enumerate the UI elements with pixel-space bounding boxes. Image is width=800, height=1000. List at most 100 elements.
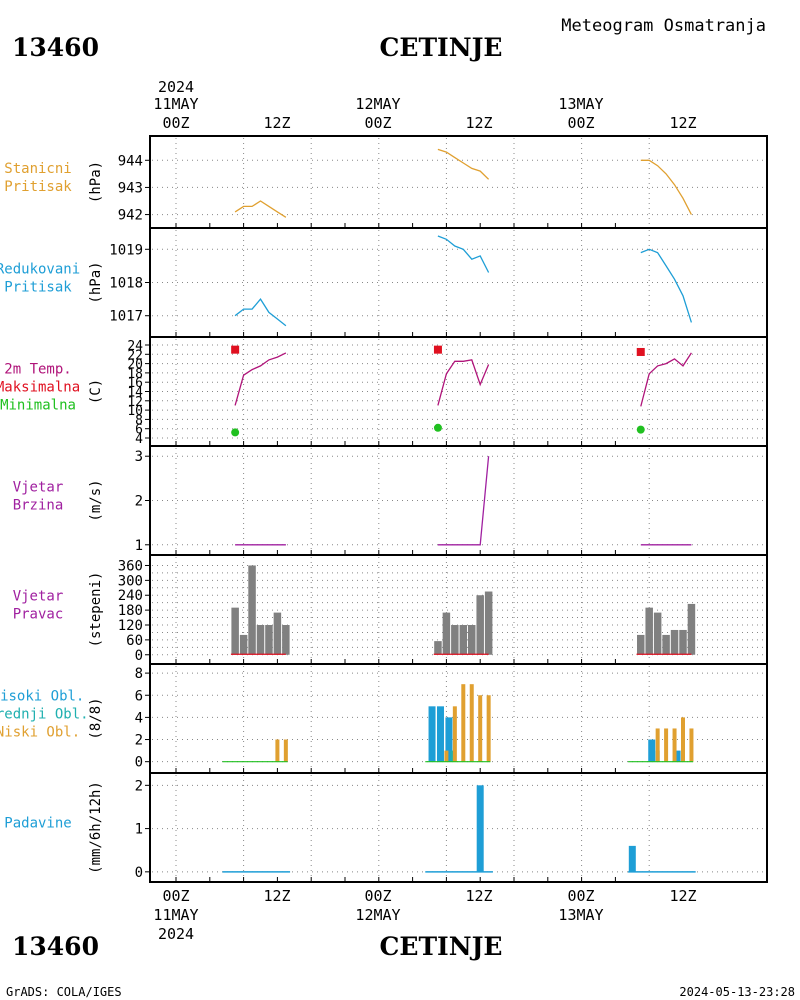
timestamp-label: 2024-05-13-23:28: [679, 985, 795, 999]
station-id-top: 13460: [12, 33, 99, 62]
y-axis-unit-label: (C): [88, 379, 104, 404]
series-line: [437, 235, 490, 273]
panel-label-line: Stanicni: [4, 161, 71, 177]
cloud-bar: [681, 717, 685, 762]
station-id-bottom: 13460: [12, 932, 99, 961]
y-tick-label: 942: [118, 208, 143, 224]
y-tick-label: 4: [135, 710, 143, 726]
wind-direction-bar: [645, 607, 653, 655]
wind-direction-bar: [248, 565, 256, 655]
cloud-bar: [478, 695, 483, 762]
bottom-day-label-3: 13MAY: [558, 906, 603, 924]
y-tick-label: 3: [135, 449, 143, 465]
cloud-bar: [648, 739, 656, 762]
cloud-bar: [673, 750, 681, 762]
wind-direction-bar: [484, 591, 493, 655]
top-hour-label-4: 12Z: [465, 114, 492, 132]
wind-direction-bar: [231, 607, 239, 655]
panel-precip: 0 1 2 (mm/6h/12h) Padavine: [4, 772, 768, 883]
y-tick-label: 300: [118, 573, 143, 589]
panel-label-line: Vjetar: [13, 480, 64, 496]
cloud-bar: [469, 684, 474, 762]
wind-direction-bar: [282, 625, 290, 655]
tmax-marker: [231, 345, 240, 354]
y-tick-label: 360: [118, 558, 143, 574]
y-tick-label: 18: [127, 367, 143, 382]
cloud-bar: [486, 695, 491, 762]
wind-direction-bar: [273, 612, 282, 655]
wind-direction-bar: [468, 625, 476, 655]
station-name-bottom: CETINJE: [380, 932, 503, 961]
panel-label-line: Redukovani: [0, 262, 80, 278]
panel-label-line: Minimalna: [0, 398, 76, 414]
cloud-bar: [450, 750, 455, 762]
y-tick-label: 2: [135, 733, 143, 749]
tmin-marker: [433, 423, 442, 432]
wind-direction-bar: [637, 634, 645, 655]
y-tick-label: 1: [135, 822, 143, 838]
bottom-year-label: 2024: [158, 925, 194, 943]
y-tick-label: 180: [118, 603, 143, 619]
series-line: [437, 148, 490, 180]
series-line: [640, 248, 693, 323]
credit-label: GrADS: COLA/IGES: [6, 985, 122, 999]
precip-bar: [628, 845, 636, 872]
cloud-bar: [452, 706, 457, 762]
bottom-hour-label-1: 00Z: [162, 887, 189, 905]
cloud-bar: [664, 728, 669, 762]
cloud-bar: [461, 684, 466, 762]
panel-frame: [149, 772, 768, 883]
y-tick-label: 6: [135, 423, 143, 438]
panel-label-line: Maksimalna: [0, 380, 80, 396]
y-tick-label: 24: [127, 339, 143, 354]
wind-direction-bar: [451, 625, 459, 655]
tmax-marker: [433, 345, 442, 354]
panel-label-line: Padavine: [4, 816, 71, 832]
cloud-bar: [655, 728, 660, 762]
top-day-label-3: 13MAY: [558, 95, 603, 113]
bottom-hour-label-3: 00Z: [364, 887, 391, 905]
y-tick-label: 0: [135, 865, 143, 881]
y-axis-unit-label: (m/s): [88, 479, 104, 521]
cloud-bar: [428, 706, 436, 762]
y-tick-label: 20: [127, 358, 143, 373]
wind-direction-bar: [662, 634, 670, 655]
bottom-day-label-1: 11MAY: [153, 906, 198, 924]
y-axis-unit-label: (hPa): [88, 261, 104, 303]
panel-reduced-pressure: 1017 1018 1019 (hPa) Redukovani Pritisak: [0, 227, 768, 338]
series-line: [437, 456, 490, 546]
wind-direction-bar: [265, 625, 273, 655]
y-axis-unit-label: (mm/6h/12h): [88, 781, 104, 874]
y-tick-label: 12: [127, 395, 143, 410]
bottom-hour-label-6: 12Z: [669, 887, 696, 905]
panel-label-line: Srednji Obl.: [0, 707, 89, 723]
wind-direction-bar: [679, 629, 687, 655]
cloud-bar: [445, 717, 453, 762]
wind-direction-bar: [239, 634, 248, 655]
top-hour-label-5: 00Z: [567, 114, 594, 132]
cloud-bar: [689, 728, 694, 762]
panel-label-line: 2m Temp.: [4, 362, 71, 378]
y-tick-label: 8: [135, 666, 143, 682]
cloud-bar: [275, 739, 280, 762]
series-line: [234, 200, 287, 218]
panel-label-line: Pritisak: [4, 179, 72, 195]
panel-clouds: 0 2 4 6 8 (8/8)Visoki Obl. Srednji Obl. Niski O…: [0, 663, 768, 774]
bottom-hour-label-5: 00Z: [567, 887, 594, 905]
top-day-label-2: 12MAY: [355, 95, 400, 113]
series-line: [640, 352, 692, 407]
cloud-bar: [283, 739, 288, 762]
top-day-label-1: 11MAY: [153, 95, 198, 113]
wind-direction-bar: [476, 595, 484, 655]
panel-station-pressure: 942 943 944 (hPa) Stanicni Pritisak: [4, 135, 768, 229]
cloud-bar: [672, 728, 677, 762]
wind-direction-bar: [442, 612, 451, 655]
series-line: [234, 298, 287, 327]
y-tick-label: 10: [127, 404, 143, 419]
panels-group: 942943944(hPa)StanicniPritisak1017101810…: [0, 135, 768, 883]
tmin-marker: [231, 428, 240, 437]
top-hour-label-6: 12Z: [669, 114, 696, 132]
y-tick-label: 2: [135, 494, 143, 510]
series-line: [437, 359, 490, 406]
